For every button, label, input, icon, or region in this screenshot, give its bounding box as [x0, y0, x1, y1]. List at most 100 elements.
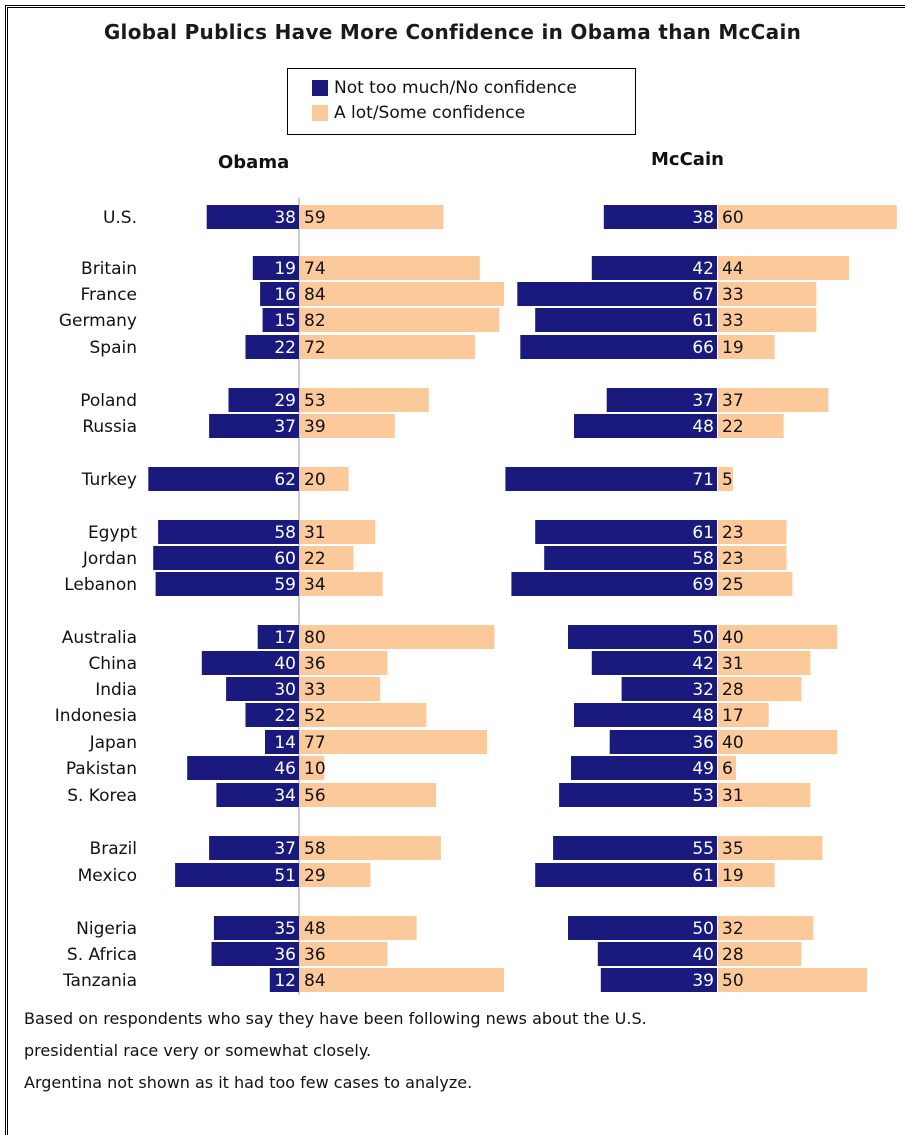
obama-value-label-no-confidence: 29 — [274, 391, 296, 411]
category-label: Tanzania — [62, 971, 137, 991]
obama-value-label-confidence: 29 — [304, 866, 326, 886]
mccain-value-label-no-confidence: 48 — [692, 706, 714, 726]
obama-bar-no-confidence — [175, 863, 299, 887]
mccain-bar-no-confidence — [517, 282, 717, 306]
mccain-bar-confidence — [718, 520, 787, 544]
mccain-bar-confidence — [718, 625, 838, 649]
obama-bar-no-confidence — [153, 546, 299, 570]
obama-bar-confidence — [300, 308, 500, 332]
mccain-value-label-confidence: 33 — [722, 311, 744, 331]
obama-value-label-no-confidence: 22 — [274, 706, 296, 726]
category-label: China — [88, 654, 137, 674]
obama-value-label-confidence: 31 — [304, 523, 326, 543]
obama-bar-confidence — [300, 836, 441, 860]
obama-bar-no-confidence — [245, 703, 299, 727]
mccain-value-label-confidence: 23 — [722, 523, 744, 543]
mccain-value-label-confidence: 19 — [722, 866, 744, 886]
mccain-bar-confidence — [718, 388, 829, 412]
obama-bar-confidence — [300, 520, 376, 544]
obama-value-label-confidence: 56 — [304, 786, 326, 806]
obama-value-label-no-confidence: 62 — [274, 470, 296, 490]
obama-bar-no-confidence — [211, 942, 299, 966]
mccain-bar-confidence — [718, 546, 787, 570]
mccain-bar-no-confidence — [574, 703, 717, 727]
obama-value-label-no-confidence: 38 — [274, 208, 296, 228]
obama-bar-no-confidence — [206, 205, 299, 229]
obama-bar-confidence — [300, 942, 388, 966]
obama-bar-confidence — [300, 572, 383, 596]
mccain-value-label-confidence: 22 — [722, 417, 744, 437]
mccain-value-label-confidence: 50 — [722, 971, 744, 991]
obama-value-label-confidence: 77 — [304, 733, 326, 753]
mccain-value-label-confidence: 23 — [722, 549, 744, 569]
obama-bar-no-confidence — [158, 520, 299, 544]
mccain-bar-no-confidence — [621, 677, 717, 701]
mccain-value-label-confidence: 19 — [722, 338, 744, 358]
category-label: Indonesia — [55, 706, 137, 726]
mccain-bar-confidence — [718, 916, 814, 940]
obama-bar-confidence — [300, 730, 488, 754]
obama-value-label-no-confidence: 37 — [274, 417, 296, 437]
category-label: Nigeria — [76, 919, 137, 939]
mccain-value-label-no-confidence: 36 — [692, 733, 714, 753]
mccain-value-label-no-confidence: 48 — [692, 417, 714, 437]
mccain-bar-confidence — [718, 863, 775, 887]
obama-bar-no-confidence — [245, 335, 299, 359]
legend-swatch-confidence — [312, 105, 328, 121]
mccain-bar-confidence — [718, 572, 793, 596]
obama-value-label-confidence: 39 — [304, 417, 326, 437]
mccain-bar-no-confidence — [591, 651, 717, 675]
obama-bar-no-confidence — [213, 916, 299, 940]
obama-bar-confidence — [300, 467, 349, 491]
mccain-bar-no-confidence — [606, 388, 717, 412]
mccain-bar-no-confidence — [535, 863, 717, 887]
mccain-value-label-confidence: 6 — [722, 759, 733, 779]
chart-title: Global Publics Have More Confidence in O… — [103, 20, 802, 44]
obama-bar-confidence — [300, 335, 475, 359]
obama-value-label-confidence: 72 — [304, 338, 326, 358]
legend: Not too much/No confidence A lot/Some co… — [287, 68, 636, 135]
category-label: Jordan — [82, 549, 137, 569]
mccain-bar-confidence — [718, 968, 867, 992]
chart-frame — [5, 5, 905, 1135]
legend-label-no-confidence: Not too much/No confidence — [334, 78, 577, 98]
mccain-bar-no-confidence — [505, 467, 717, 491]
mccain-value-label-no-confidence: 32 — [692, 680, 714, 700]
category-label: Poland — [80, 391, 137, 411]
obama-bar-no-confidence — [148, 467, 299, 491]
mccain-bar-confidence — [718, 335, 775, 359]
mccain-value-label-confidence: 31 — [722, 786, 744, 806]
mccain-bar-confidence — [718, 414, 784, 438]
footnote-line-3: Argentina not shown as it had too few ca… — [24, 1073, 473, 1092]
mccain-bar-no-confidence — [574, 414, 717, 438]
mccain-bar-confidence — [718, 756, 736, 780]
obama-bar-no-confidence — [209, 414, 299, 438]
obama-value-label-confidence: 80 — [304, 628, 326, 648]
obama-bar-no-confidence — [201, 651, 299, 675]
obama-value-label-no-confidence: 58 — [274, 523, 296, 543]
mccain-value-label-no-confidence: 49 — [692, 759, 714, 779]
footnote-line-1: Based on respondents who say they have b… — [24, 1009, 647, 1028]
obama-value-label-no-confidence: 12 — [274, 971, 296, 991]
mccain-bar-confidence — [718, 256, 850, 280]
obama-bar-confidence — [300, 414, 395, 438]
category-label: Japan — [89, 733, 137, 753]
mccain-bar-no-confidence — [609, 730, 717, 754]
obama-bar-no-confidence — [262, 308, 300, 332]
mccain-bar-confidence — [718, 651, 811, 675]
mccain-value-label-no-confidence: 39 — [692, 971, 714, 991]
mccain-bar-confidence — [718, 308, 817, 332]
mccain-value-label-no-confidence: 42 — [692, 654, 714, 674]
mccain-value-label-confidence: 32 — [722, 919, 744, 939]
mccain-bar-no-confidence — [559, 783, 717, 807]
mccain-bar-no-confidence — [544, 546, 717, 570]
obama-bar-confidence — [300, 756, 325, 780]
obama-value-label-no-confidence: 36 — [274, 945, 296, 965]
obama-bar-no-confidence — [209, 836, 299, 860]
obama-bar-no-confidence — [252, 256, 299, 280]
category-label: Egypt — [88, 523, 137, 543]
obama-value-label-no-confidence: 34 — [274, 786, 296, 806]
mccain-bar-confidence — [718, 836, 823, 860]
obama-value-label-confidence: 10 — [304, 759, 326, 779]
obama-bar-confidence — [300, 783, 437, 807]
